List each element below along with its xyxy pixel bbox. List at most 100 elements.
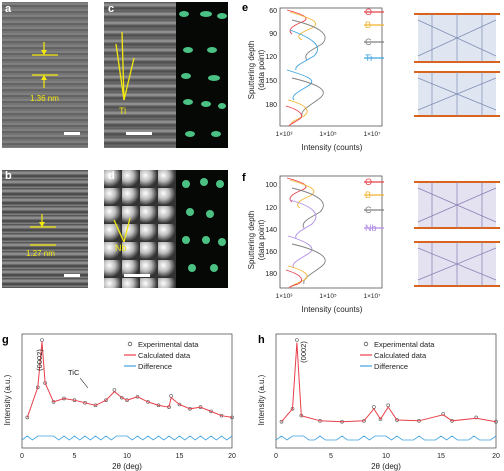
measure-marker-a bbox=[32, 42, 80, 135]
tem-image-b bbox=[2, 170, 88, 288]
svg-text:140: 140 bbox=[265, 227, 277, 234]
panel-label-a: a bbox=[5, 3, 12, 15]
svg-text:100: 100 bbox=[265, 182, 277, 189]
svg-text:1×10³: 1×10³ bbox=[276, 131, 294, 138]
g-experimental-point bbox=[169, 394, 173, 398]
svg-text:Ti: Ti bbox=[365, 53, 372, 63]
e-xticks: 1×10³ 1×10⁵ 1×10⁷ bbox=[276, 131, 382, 138]
e-yticks: 60 90 120 150 180 bbox=[265, 8, 277, 109]
g-experimental-point bbox=[119, 395, 124, 400]
svg-text:B: B bbox=[365, 190, 371, 200]
g-experimental-point bbox=[209, 409, 213, 414]
haadf-image-d bbox=[104, 170, 176, 288]
svg-text:1×10⁷: 1×10⁷ bbox=[364, 131, 382, 138]
svg-text:150: 150 bbox=[265, 78, 277, 85]
svg-text:O: O bbox=[365, 7, 372, 17]
g-experimental-point bbox=[135, 394, 140, 399]
measure-text-b: 1.27 nm bbox=[26, 249, 55, 258]
panel-label-d: d bbox=[108, 170, 115, 182]
svg-text:0: 0 bbox=[20, 453, 24, 460]
svg-text:1×10⁵: 1×10⁵ bbox=[319, 293, 337, 300]
e-ylabel-2: (data point) bbox=[257, 49, 266, 90]
g-impurity-label: TiC bbox=[68, 368, 80, 377]
g-experimental-point bbox=[112, 388, 117, 392]
svg-text:20: 20 bbox=[492, 453, 500, 460]
svg-text:5: 5 bbox=[73, 453, 77, 460]
svg-text:1×10⁷: 1×10⁷ bbox=[364, 293, 382, 300]
g-calculated-line bbox=[26, 341, 233, 418]
svg-text:120: 120 bbox=[265, 54, 277, 61]
svg-text:1×10³: 1×10³ bbox=[276, 293, 294, 300]
g-xticks: 0 5 10 15 20 bbox=[20, 453, 236, 460]
svg-text:B: B bbox=[365, 20, 371, 30]
svg-text:5: 5 bbox=[329, 453, 333, 460]
f-ylabel-1: Sputtering depth bbox=[247, 211, 256, 270]
eds-map-c bbox=[176, 2, 228, 148]
f-legend: O B C Nb bbox=[364, 177, 384, 233]
h-calculated-line bbox=[281, 342, 497, 423]
svg-text:Calculated data: Calculated data bbox=[374, 351, 427, 360]
h-legend: Experimental data Calculated data Differ… bbox=[360, 340, 435, 371]
svg-text:160: 160 bbox=[265, 249, 277, 256]
svg-text:Difference: Difference bbox=[374, 362, 408, 371]
svg-text:Difference: Difference bbox=[138, 362, 172, 371]
svg-text:10: 10 bbox=[382, 453, 390, 460]
svg-text:C: C bbox=[365, 205, 372, 215]
g-experimental-point bbox=[177, 402, 182, 407]
svg-text:Calculated data: Calculated data bbox=[138, 351, 191, 360]
svg-text:180: 180 bbox=[265, 271, 277, 278]
crystal-structure-e bbox=[414, 13, 500, 117]
f-xlabel: Intensity (counts) bbox=[302, 305, 363, 314]
f-yticks: 100 120 140 160 180 bbox=[265, 182, 277, 278]
f-xticks: 1×10³ 1×10⁵ 1×10⁷ bbox=[276, 293, 382, 300]
g-legend: Experimental data Calculated data Differ… bbox=[124, 340, 199, 371]
element-label-c: Ti bbox=[119, 106, 127, 116]
svg-text:15: 15 bbox=[176, 453, 184, 460]
crystal-structure-f bbox=[414, 181, 500, 287]
g-xlabel: 2θ (deg) bbox=[112, 462, 142, 471]
panel-label-b: b bbox=[5, 170, 12, 182]
panel-label-e: e bbox=[242, 2, 249, 14]
g-experimental-point bbox=[25, 415, 30, 420]
g-peak-label: (0002) bbox=[35, 349, 44, 371]
svg-text:10: 10 bbox=[123, 453, 131, 460]
svg-text:Experimental data: Experimental data bbox=[374, 340, 435, 349]
haadf-image-c bbox=[104, 2, 176, 148]
h-xlabel: 2θ (deg) bbox=[371, 462, 401, 471]
svg-text:15: 15 bbox=[437, 453, 445, 460]
h-experimental-point bbox=[474, 415, 478, 420]
e-ylabel-1: Sputtering depth bbox=[247, 41, 256, 100]
element-arrows-c bbox=[115, 31, 152, 135]
h-experimental-point bbox=[378, 417, 383, 421]
svg-text:1×10⁵: 1×10⁵ bbox=[319, 131, 337, 138]
g-experimental-point bbox=[40, 338, 44, 342]
g-difference-line bbox=[21, 435, 233, 441]
h-experimental-point bbox=[441, 412, 445, 416]
depth-profile-f: Sputtering depth (data point) 100 120 14… bbox=[247, 175, 500, 314]
h-experimental-point bbox=[295, 338, 299, 342]
svg-text:0: 0 bbox=[274, 453, 278, 460]
h-experimental-point bbox=[279, 419, 284, 424]
svg-text:O: O bbox=[365, 177, 372, 187]
svg-text:60: 60 bbox=[269, 8, 277, 15]
element-label-d: Nb bbox=[115, 243, 127, 253]
panel-label-g: g bbox=[2, 334, 9, 346]
element-arrows-d bbox=[113, 217, 150, 277]
f-ylabel-2: (data point) bbox=[257, 219, 266, 260]
h-difference-line bbox=[275, 435, 497, 441]
svg-text:20: 20 bbox=[228, 453, 236, 460]
h-xticks: 0 5 10 15 20 bbox=[274, 453, 500, 460]
svg-text:120: 120 bbox=[265, 205, 277, 212]
h-peak-label: (0002) bbox=[299, 341, 308, 363]
svg-text:Nb: Nb bbox=[365, 223, 377, 233]
measure-marker-b bbox=[30, 214, 80, 277]
e-xlabel: Intensity (counts) bbox=[302, 143, 363, 152]
eds-map-d bbox=[176, 170, 228, 288]
panel-label-h: h bbox=[258, 334, 265, 346]
e-legend: O B C Ti bbox=[364, 7, 384, 63]
svg-text:90: 90 bbox=[269, 31, 277, 38]
xrd-chart-g: Intensity (a.u.) 0 5 10 15 20 2θ (deg) (… bbox=[3, 333, 236, 471]
svg-text:Experimental data: Experimental data bbox=[138, 340, 199, 349]
svg-text:C: C bbox=[365, 37, 372, 47]
g-experimental-point bbox=[104, 398, 108, 402]
